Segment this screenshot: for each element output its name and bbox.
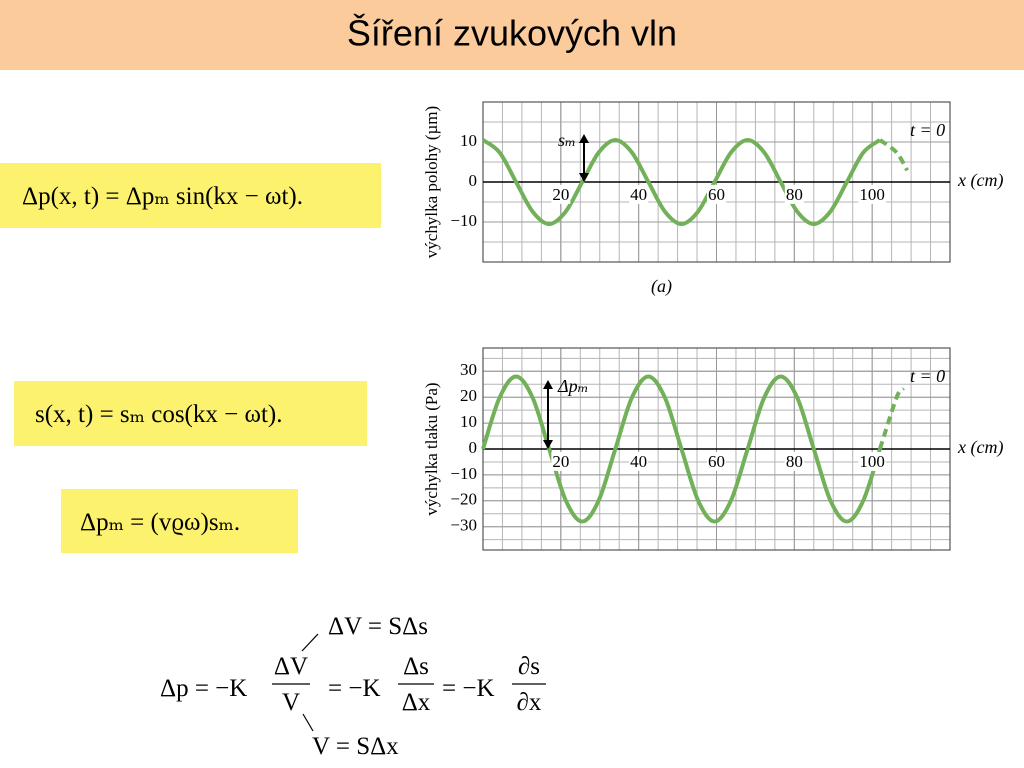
y-tick-label: −10 xyxy=(450,464,477,483)
x-tick-label: 20 xyxy=(552,452,569,471)
x-tick-label: 20 xyxy=(552,185,569,204)
x-tick-label: 40 xyxy=(630,452,647,471)
amplitude-label: Δpₘ xyxy=(557,376,589,396)
label-bg xyxy=(629,184,649,204)
denominator: ∂x xyxy=(517,689,542,716)
formula: = −K xyxy=(328,675,381,702)
y-axis-label: výchylka polohy (µm) xyxy=(422,106,441,258)
formula: Δp(x, t) = Δpₘ sin(kx − ωt). xyxy=(22,183,303,210)
x-axis-label: x (cm) xyxy=(957,437,1003,458)
x-tick-label: 60 xyxy=(708,452,725,471)
y-tick-label: 10 xyxy=(460,131,477,150)
label-bg xyxy=(707,184,726,204)
label-bg xyxy=(551,451,571,471)
formula: Δp = −K xyxy=(160,675,247,702)
numerator: ∂s xyxy=(518,653,540,680)
x-axis-label: x (cm) xyxy=(957,170,1003,191)
y-tick-label: 20 xyxy=(460,386,477,405)
y-tick-label: −20 xyxy=(450,490,477,509)
time-label: t = 0 xyxy=(910,366,945,386)
formula: V = SΔx xyxy=(312,733,399,760)
y-tick-label: 0 xyxy=(469,171,478,190)
arrow-head xyxy=(579,134,589,143)
wave-line xyxy=(481,374,882,524)
formula-box xyxy=(14,381,367,446)
y-tick-label: −10 xyxy=(450,211,477,230)
x-tick-label: 80 xyxy=(786,185,803,204)
arrow-head xyxy=(579,173,589,182)
x-tick-label: 40 xyxy=(630,185,647,204)
arrow-head xyxy=(543,380,553,389)
denominator: Δx xyxy=(402,689,431,716)
x-tick-label: 100 xyxy=(859,452,885,471)
slide-title: Šíření zvukových vln xyxy=(347,13,677,54)
label-bg xyxy=(858,184,886,204)
y-axis-label: výchylka tlaku (Pa) xyxy=(422,382,441,515)
y-tick-label: 30 xyxy=(460,360,477,379)
label-bg xyxy=(784,184,804,204)
connector xyxy=(301,633,319,652)
formula: Δpₘ = (vϱω)sₘ. xyxy=(80,509,240,536)
wave-line xyxy=(878,386,905,450)
formula-box xyxy=(61,489,298,553)
y-tick-label: −30 xyxy=(450,516,477,535)
label-bg xyxy=(858,451,886,471)
label-bg xyxy=(707,451,726,471)
time-label: t = 0 xyxy=(910,120,945,140)
y-tick-label: 0 xyxy=(469,438,478,457)
formula: s(x, t) = sₘ cos(kx − ωt). xyxy=(35,401,282,428)
formula-box xyxy=(0,163,381,228)
numerator: ΔV xyxy=(274,653,308,680)
x-tick-label: 60 xyxy=(708,185,725,204)
wave-line xyxy=(878,138,909,172)
formula: = −K xyxy=(442,675,495,702)
connector xyxy=(302,713,314,732)
x-tick-label: 100 xyxy=(859,185,885,204)
numerator: Δs xyxy=(403,653,429,680)
label-bg xyxy=(551,184,571,204)
denominator: V xyxy=(282,689,300,716)
label-bg xyxy=(629,451,649,471)
wave-line xyxy=(481,137,882,227)
amplitude-label: sₘ xyxy=(558,130,576,150)
x-tick-label: 80 xyxy=(786,452,803,471)
y-tick-label: 10 xyxy=(460,412,477,431)
arrow-head xyxy=(543,440,553,449)
formula: ΔV = SΔs xyxy=(328,613,428,640)
label-bg xyxy=(784,451,804,471)
chart-caption: (a) xyxy=(651,276,672,297)
header-bar xyxy=(0,0,1024,70)
derivation: ΔV = SΔs Δp = −K ΔV V = −K Δs Δx = −K ∂s… xyxy=(160,613,546,760)
